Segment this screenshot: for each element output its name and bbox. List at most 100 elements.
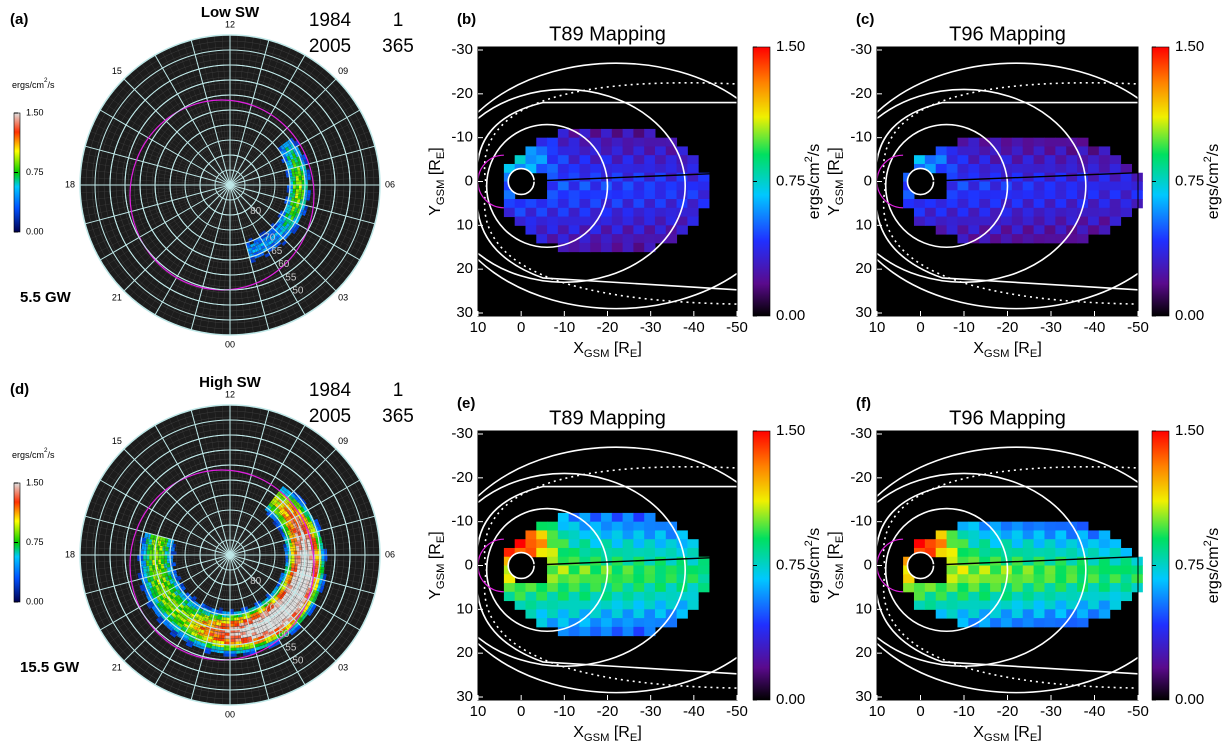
heat-tile: [1066, 163, 1078, 174]
aurora-cell: [235, 632, 241, 636]
heat-tile: [698, 181, 710, 191]
aurora-cell: [257, 619, 264, 625]
aurora-cell: [273, 640, 281, 647]
heat-tile: [601, 146, 613, 156]
heat-tile: [1077, 618, 1089, 628]
aurora-cell: [164, 571, 169, 577]
aurora-cell: [271, 614, 278, 620]
label-part: E: [1030, 348, 1037, 360]
aurora-cell: [276, 621, 283, 628]
heat-tile: [1022, 163, 1035, 174]
aurora-cell: [180, 617, 187, 623]
heat-tile: [601, 565, 613, 575]
aurora-cell: [147, 544, 151, 550]
aurora-cell: [181, 625, 188, 631]
colorbar-tick-label: 1.50: [776, 422, 805, 439]
label-part: /s: [806, 144, 823, 156]
aurora-cell: [198, 615, 205, 620]
heat-tile: [1066, 190, 1078, 200]
aurora-cell: [157, 540, 162, 546]
heat-tile: [633, 190, 645, 200]
label-part: 2: [803, 156, 815, 162]
heat-tile: [1109, 216, 1122, 226]
aurora-cell: [320, 548, 324, 555]
heat-tile: [611, 225, 624, 235]
aurora-cell: [302, 505, 308, 512]
aurora-cell: [279, 515, 285, 521]
aurora-cell: [282, 221, 288, 227]
heat-tile: [1022, 565, 1035, 575]
heat-tile: [514, 199, 526, 209]
aurora-cell: [151, 592, 157, 599]
heat-tile: [590, 155, 602, 165]
aurora-cell: [166, 558, 171, 564]
label-part: /s: [1205, 528, 1222, 540]
colorbar-tick-label: 1.50: [26, 477, 44, 487]
heat-tile: [957, 547, 969, 558]
aurora-cell: [262, 630, 269, 636]
heat-tile: [1131, 199, 1143, 209]
aurora-cell: [162, 620, 169, 627]
heat-tile: [957, 583, 969, 593]
aurora-cell: [306, 539, 311, 545]
aurora-cell: [323, 548, 328, 555]
heat-tile: [644, 128, 656, 139]
aurora-cell: [162, 577, 167, 583]
heat-tile: [1055, 225, 1067, 235]
aurora-cell: [254, 254, 260, 259]
heat-tile: [698, 172, 710, 182]
aurora-cell: [176, 589, 182, 595]
heat-tile: [1098, 574, 1111, 584]
aurora-cell: [211, 645, 218, 650]
aurora-cell: [233, 611, 238, 615]
aurora-cell: [224, 635, 230, 639]
y-tick-label: 0: [465, 172, 473, 189]
aurora-cell: [163, 581, 169, 587]
heat-tile: [924, 216, 937, 226]
heat-tile: [1055, 618, 1067, 628]
heat-tile: [1098, 216, 1111, 226]
panel-title: T89 Mapping: [549, 407, 666, 429]
colorbar-tick-label: 0.00: [776, 307, 805, 324]
aurora-cell: [281, 227, 288, 233]
heat-tile: [622, 626, 634, 637]
aurora-cell: [180, 609, 187, 615]
heat-tile: [622, 146, 634, 156]
heat-tile: [924, 207, 937, 218]
heat-tile: [1000, 600, 1013, 610]
aurora-cell: [149, 575, 155, 582]
heat-tile: [924, 547, 937, 558]
heat-tile: [557, 146, 570, 156]
aurora-cell: [297, 194, 302, 199]
aurora-cell: [146, 555, 150, 561]
heat-tile: [547, 199, 559, 209]
heat-tile: [1011, 199, 1024, 209]
aurora-cell: [289, 529, 294, 535]
latitude-label: 55: [285, 272, 297, 283]
aurora-cell: [301, 612, 308, 620]
aurora-cell: [291, 533, 296, 539]
aurora-cell: [291, 542, 296, 547]
aurora-cell: [286, 607, 293, 614]
heat-tile: [1022, 207, 1035, 218]
heat-tile: [990, 137, 1002, 147]
aurora-cell: [160, 613, 167, 621]
y-tick-label: 30: [456, 304, 473, 321]
aurora-cell: [244, 606, 249, 611]
aurora-cell: [280, 617, 287, 624]
aurora-cell: [289, 221, 295, 227]
heat-tile: [1077, 207, 1089, 218]
label-part: GSM: [834, 180, 846, 205]
aurora-cell: [291, 506, 297, 513]
heat-tile: [979, 609, 991, 619]
x-tick-label: 10: [470, 703, 487, 720]
aurora-cell: [246, 614, 252, 619]
heat-tile: [611, 609, 624, 619]
aurora-cell: [272, 497, 278, 504]
heat-tile: [1033, 574, 1045, 584]
label-part: GSM: [435, 564, 447, 589]
x-tick-label: -40: [683, 319, 705, 336]
heat-tile: [622, 609, 634, 619]
heat-tile: [1044, 547, 1056, 558]
heat-tile: [644, 521, 656, 531]
